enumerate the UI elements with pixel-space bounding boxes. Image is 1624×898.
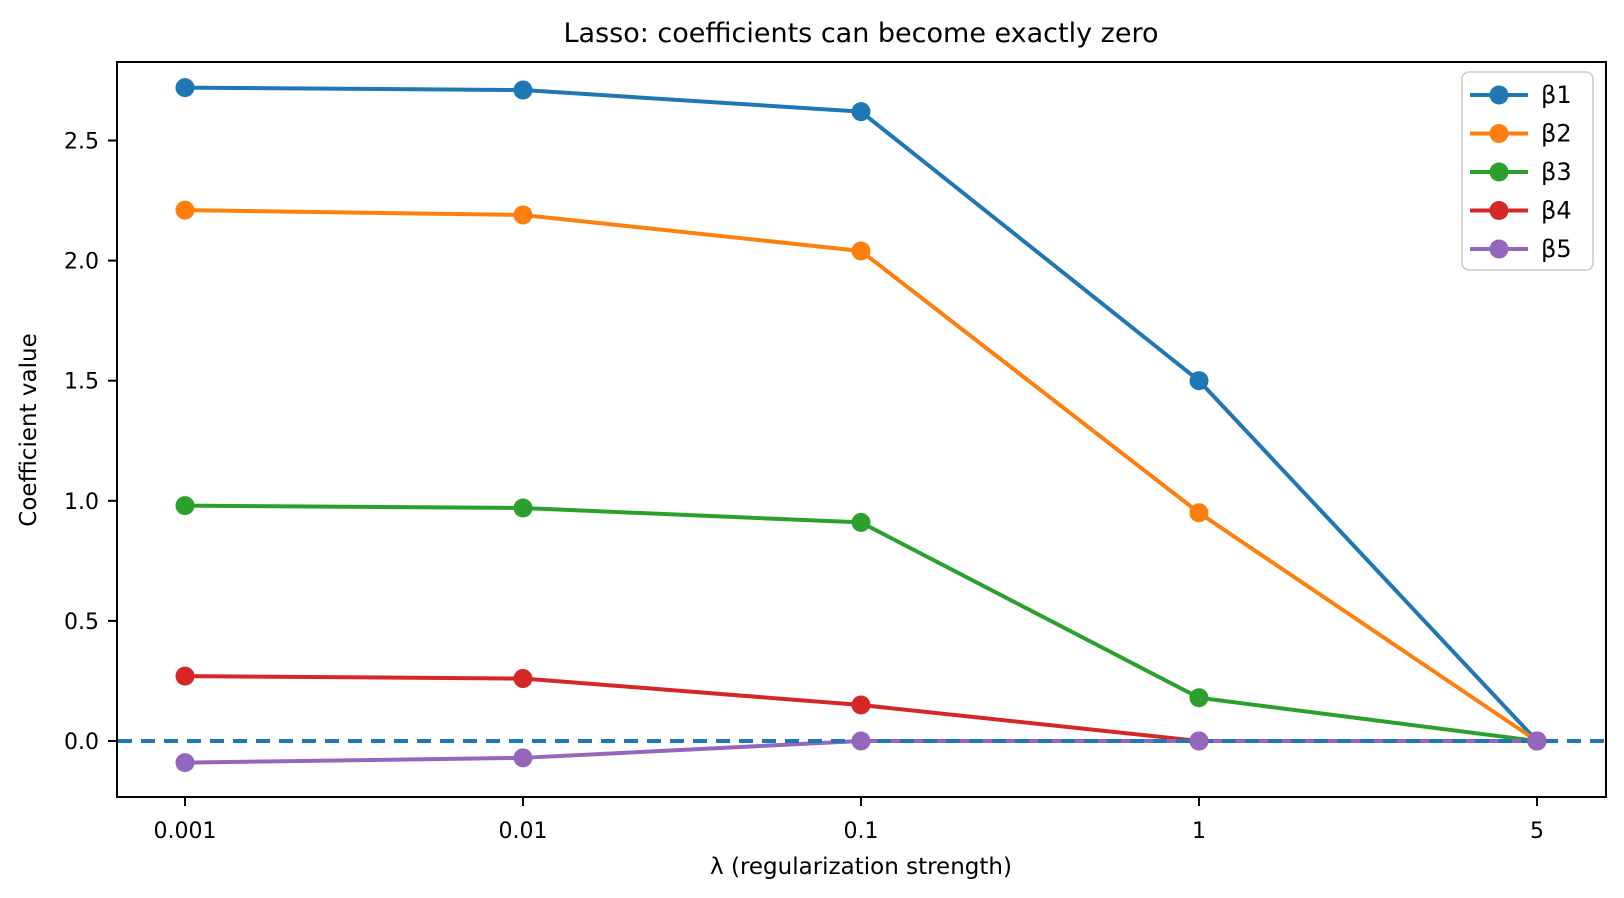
marker-β5-point-3	[1189, 731, 1209, 751]
marker-β5-point-2	[851, 731, 871, 751]
legend-marker-β5	[1489, 239, 1509, 259]
marker-β5-point-4	[1527, 731, 1547, 751]
legend-entry-β3: β3	[1470, 158, 1572, 186]
marker-β1-point-3	[1189, 371, 1209, 391]
legend-entry-β2: β2	[1470, 120, 1572, 148]
marker-β4-point-1	[513, 669, 533, 689]
marker-β5-point-1	[513, 748, 533, 768]
x-tick-label: 0.001	[154, 819, 217, 844]
y-tick-label: 2.0	[64, 250, 99, 275]
y-tick-label: 1.5	[64, 370, 99, 395]
marker-β2-point-3	[1189, 503, 1209, 523]
y-axis-label: Coefficient value	[16, 333, 42, 526]
legend-marker-β1	[1489, 85, 1509, 105]
y-tick-label: 0.5	[64, 610, 99, 635]
legend-entry-β1: β1	[1470, 81, 1572, 109]
marker-β3-point-3	[1189, 688, 1209, 708]
marker-β3-point-1	[513, 498, 533, 518]
legend: β1 β2 β3 β4 β5	[1461, 71, 1594, 271]
plot-area: 0.0 0.5 1.0 1.5 2.0 2.5 0.001 0.01 0.1 1 5 β1 β2 β3 β4…	[64, 61, 1607, 844]
x-tick-label: 5	[1530, 819, 1544, 844]
marker-β5-point-0	[175, 753, 195, 773]
legend-marker-β4	[1489, 201, 1509, 220]
marker-β2-point-1	[513, 205, 533, 225]
legend-label-β2: β2	[1541, 120, 1572, 148]
marker-β4-point-0	[175, 666, 195, 686]
legend-marker-β3	[1489, 162, 1509, 182]
legend-marker-β2	[1489, 124, 1509, 143]
y-tick-label: 2.5	[64, 130, 99, 155]
legend-label-β5: β5	[1541, 235, 1572, 263]
marker-β1-point-2	[851, 102, 871, 122]
marker-β3-point-0	[175, 496, 195, 516]
series-line-β2	[183, 208, 1539, 743]
legend-entry-β5: β5	[1470, 235, 1572, 263]
marker-β2-point-2	[851, 241, 871, 261]
series-lines	[183, 85, 1539, 765]
axes-frame	[116, 61, 1607, 798]
series-markers	[175, 78, 1547, 773]
marker-β1-point-0	[175, 78, 195, 98]
x-axis-ticks: 0.001 0.01 0.1 1 5	[154, 797, 1544, 844]
legend-entry-β4: β4	[1470, 197, 1572, 225]
x-tick-label: 0.1	[844, 819, 879, 844]
marker-β1-point-1	[513, 80, 533, 100]
x-tick-label: 0.01	[499, 819, 548, 844]
y-tick-label: 1.0	[64, 490, 99, 515]
series-line-β1	[183, 85, 1539, 743]
chart-title: Lasso: coefficients can become exactly z…	[564, 18, 1159, 49]
legend-label-β3: β3	[1541, 158, 1572, 186]
x-axis-label: λ (regularization strength)	[710, 854, 1012, 880]
legend-label-β1: β1	[1541, 81, 1572, 109]
marker-β4-point-2	[851, 695, 871, 715]
legend-label-β4: β4	[1541, 197, 1572, 225]
x-tick-label: 1	[1192, 819, 1206, 844]
marker-β3-point-2	[851, 512, 871, 532]
marker-β2-point-0	[175, 200, 195, 220]
y-tick-label: 0.0	[64, 730, 99, 755]
y-axis-ticks: 0.0 0.5 1.0 1.5 2.0 2.5	[64, 130, 117, 755]
